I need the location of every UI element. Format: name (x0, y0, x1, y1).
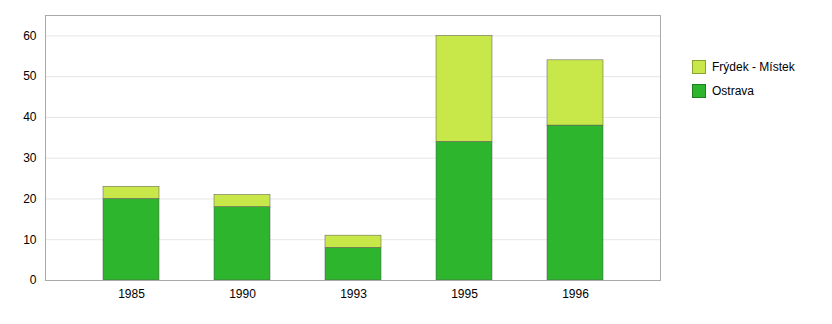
html-text:Frýdek - Místek: Frýdek - Místek (712, 60, 795, 74)
svg-text:0: 0 (30, 273, 37, 287)
svg-text:10: 10 (23, 233, 37, 247)
svg-text:1995: 1995 (451, 287, 478, 301)
svg-text:1993: 1993 (340, 287, 367, 301)
svg-text:1996: 1996 (562, 287, 589, 301)
svg-text:30: 30 (23, 151, 37, 165)
html-text:Ostrava: Ostrava (712, 84, 754, 98)
svg-text:50: 50 (23, 69, 37, 83)
svg-text:1990: 1990 (229, 287, 256, 301)
svg-text:40: 40 (23, 110, 37, 124)
svg-text:1985: 1985 (118, 287, 145, 301)
svg-text:60: 60 (23, 29, 37, 43)
svg-text:20: 20 (23, 192, 37, 206)
